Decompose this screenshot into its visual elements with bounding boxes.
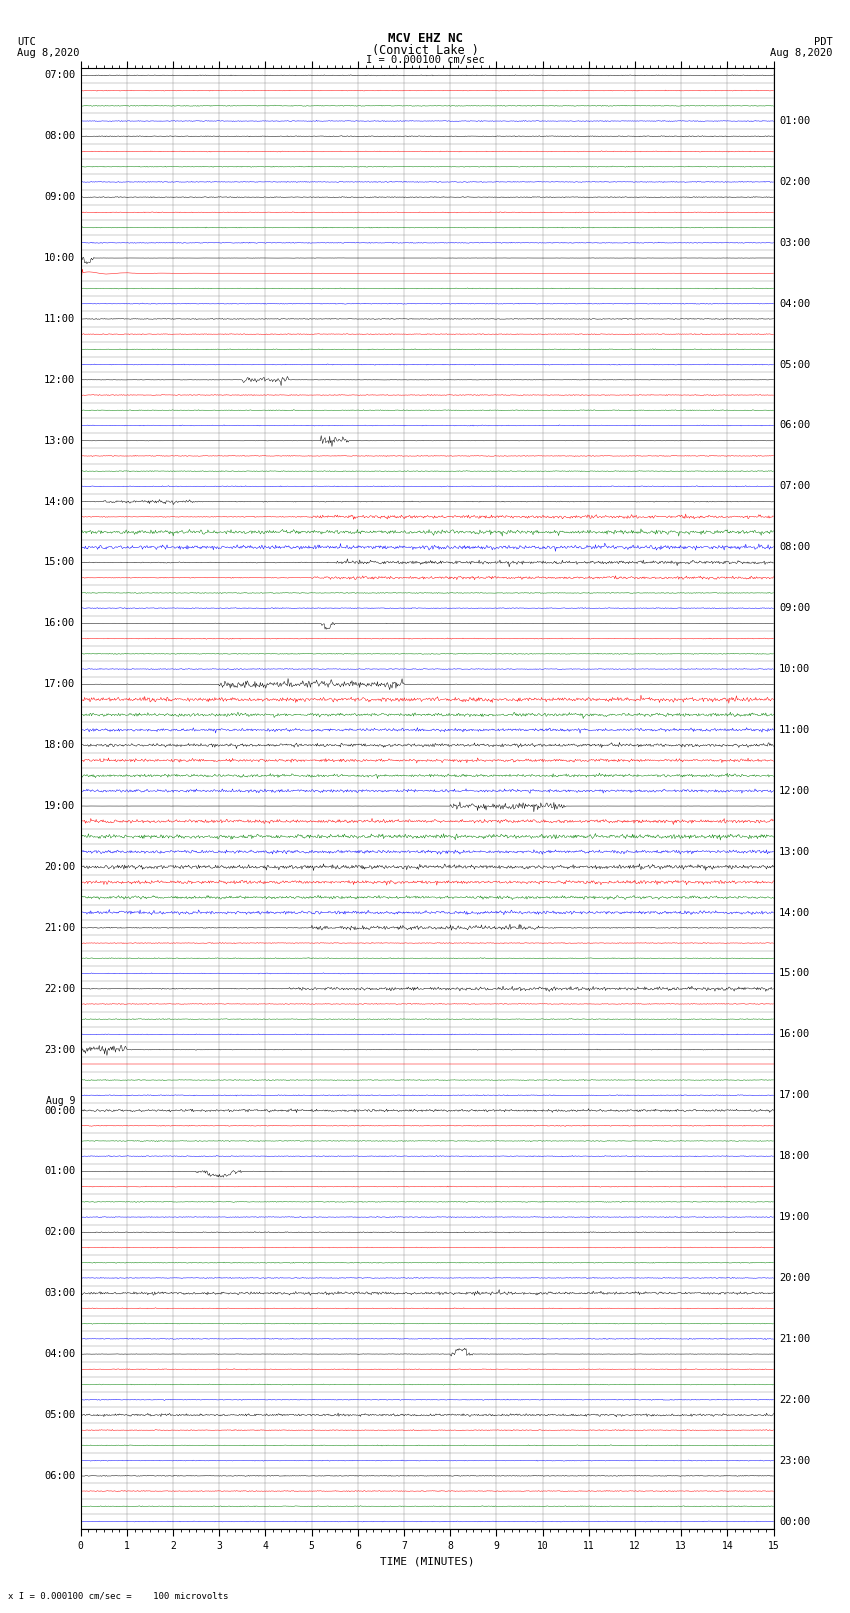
Text: 14:00: 14:00 bbox=[779, 908, 810, 918]
Text: 08:00: 08:00 bbox=[779, 542, 810, 552]
Text: I = 0.000100 cm/sec: I = 0.000100 cm/sec bbox=[366, 55, 484, 65]
Text: 18:00: 18:00 bbox=[44, 740, 75, 750]
Text: 09:00: 09:00 bbox=[779, 603, 810, 613]
Text: 16:00: 16:00 bbox=[779, 1029, 810, 1039]
Text: (Convict Lake ): (Convict Lake ) bbox=[371, 44, 479, 56]
Text: PDT: PDT bbox=[814, 37, 833, 47]
Text: 05:00: 05:00 bbox=[44, 1410, 75, 1419]
Text: 03:00: 03:00 bbox=[44, 1289, 75, 1298]
Text: 05:00: 05:00 bbox=[779, 360, 810, 369]
Text: 15:00: 15:00 bbox=[44, 558, 75, 568]
Text: 02:00: 02:00 bbox=[779, 177, 810, 187]
Text: 17:00: 17:00 bbox=[44, 679, 75, 689]
Text: 11:00: 11:00 bbox=[779, 724, 810, 736]
Text: x I = 0.000100 cm/sec =    100 microvolts: x I = 0.000100 cm/sec = 100 microvolts bbox=[8, 1590, 229, 1600]
Text: 11:00: 11:00 bbox=[44, 315, 75, 324]
Text: 23:00: 23:00 bbox=[44, 1045, 75, 1055]
Text: 14:00: 14:00 bbox=[44, 497, 75, 506]
Text: Aug 8,2020: Aug 8,2020 bbox=[17, 48, 80, 58]
Text: 10:00: 10:00 bbox=[779, 665, 810, 674]
Text: 06:00: 06:00 bbox=[44, 1471, 75, 1481]
Text: 07:00: 07:00 bbox=[44, 71, 75, 81]
Text: 23:00: 23:00 bbox=[779, 1455, 810, 1466]
Text: 12:00: 12:00 bbox=[44, 374, 75, 386]
Text: 19:00: 19:00 bbox=[779, 1211, 810, 1223]
Text: 10:00: 10:00 bbox=[44, 253, 75, 263]
Text: 02:00: 02:00 bbox=[44, 1227, 75, 1237]
Text: 15:00: 15:00 bbox=[779, 968, 810, 979]
X-axis label: TIME (MINUTES): TIME (MINUTES) bbox=[380, 1557, 474, 1566]
Text: MCV EHZ NC: MCV EHZ NC bbox=[388, 32, 462, 45]
Text: 00:00: 00:00 bbox=[44, 1105, 75, 1116]
Text: 21:00: 21:00 bbox=[44, 923, 75, 932]
Text: 09:00: 09:00 bbox=[44, 192, 75, 202]
Text: 18:00: 18:00 bbox=[779, 1152, 810, 1161]
Text: 13:00: 13:00 bbox=[779, 847, 810, 857]
Text: 21:00: 21:00 bbox=[779, 1334, 810, 1344]
Text: 20:00: 20:00 bbox=[779, 1273, 810, 1282]
Text: 07:00: 07:00 bbox=[779, 481, 810, 492]
Text: 01:00: 01:00 bbox=[44, 1166, 75, 1176]
Text: 00:00: 00:00 bbox=[779, 1516, 810, 1526]
Text: 08:00: 08:00 bbox=[44, 131, 75, 142]
Text: 03:00: 03:00 bbox=[779, 237, 810, 248]
Text: 04:00: 04:00 bbox=[44, 1348, 75, 1360]
Text: 01:00: 01:00 bbox=[779, 116, 810, 126]
Text: 13:00: 13:00 bbox=[44, 436, 75, 445]
Text: 17:00: 17:00 bbox=[779, 1090, 810, 1100]
Text: Aug 8,2020: Aug 8,2020 bbox=[770, 48, 833, 58]
Text: 19:00: 19:00 bbox=[44, 802, 75, 811]
Text: 12:00: 12:00 bbox=[779, 786, 810, 795]
Text: 22:00: 22:00 bbox=[44, 984, 75, 994]
Text: UTC: UTC bbox=[17, 37, 36, 47]
Text: Aug 9: Aug 9 bbox=[46, 1097, 75, 1107]
Text: 16:00: 16:00 bbox=[44, 618, 75, 629]
Text: 04:00: 04:00 bbox=[779, 298, 810, 308]
Text: 22:00: 22:00 bbox=[779, 1395, 810, 1405]
Text: 06:00: 06:00 bbox=[779, 421, 810, 431]
Text: 20:00: 20:00 bbox=[44, 861, 75, 873]
